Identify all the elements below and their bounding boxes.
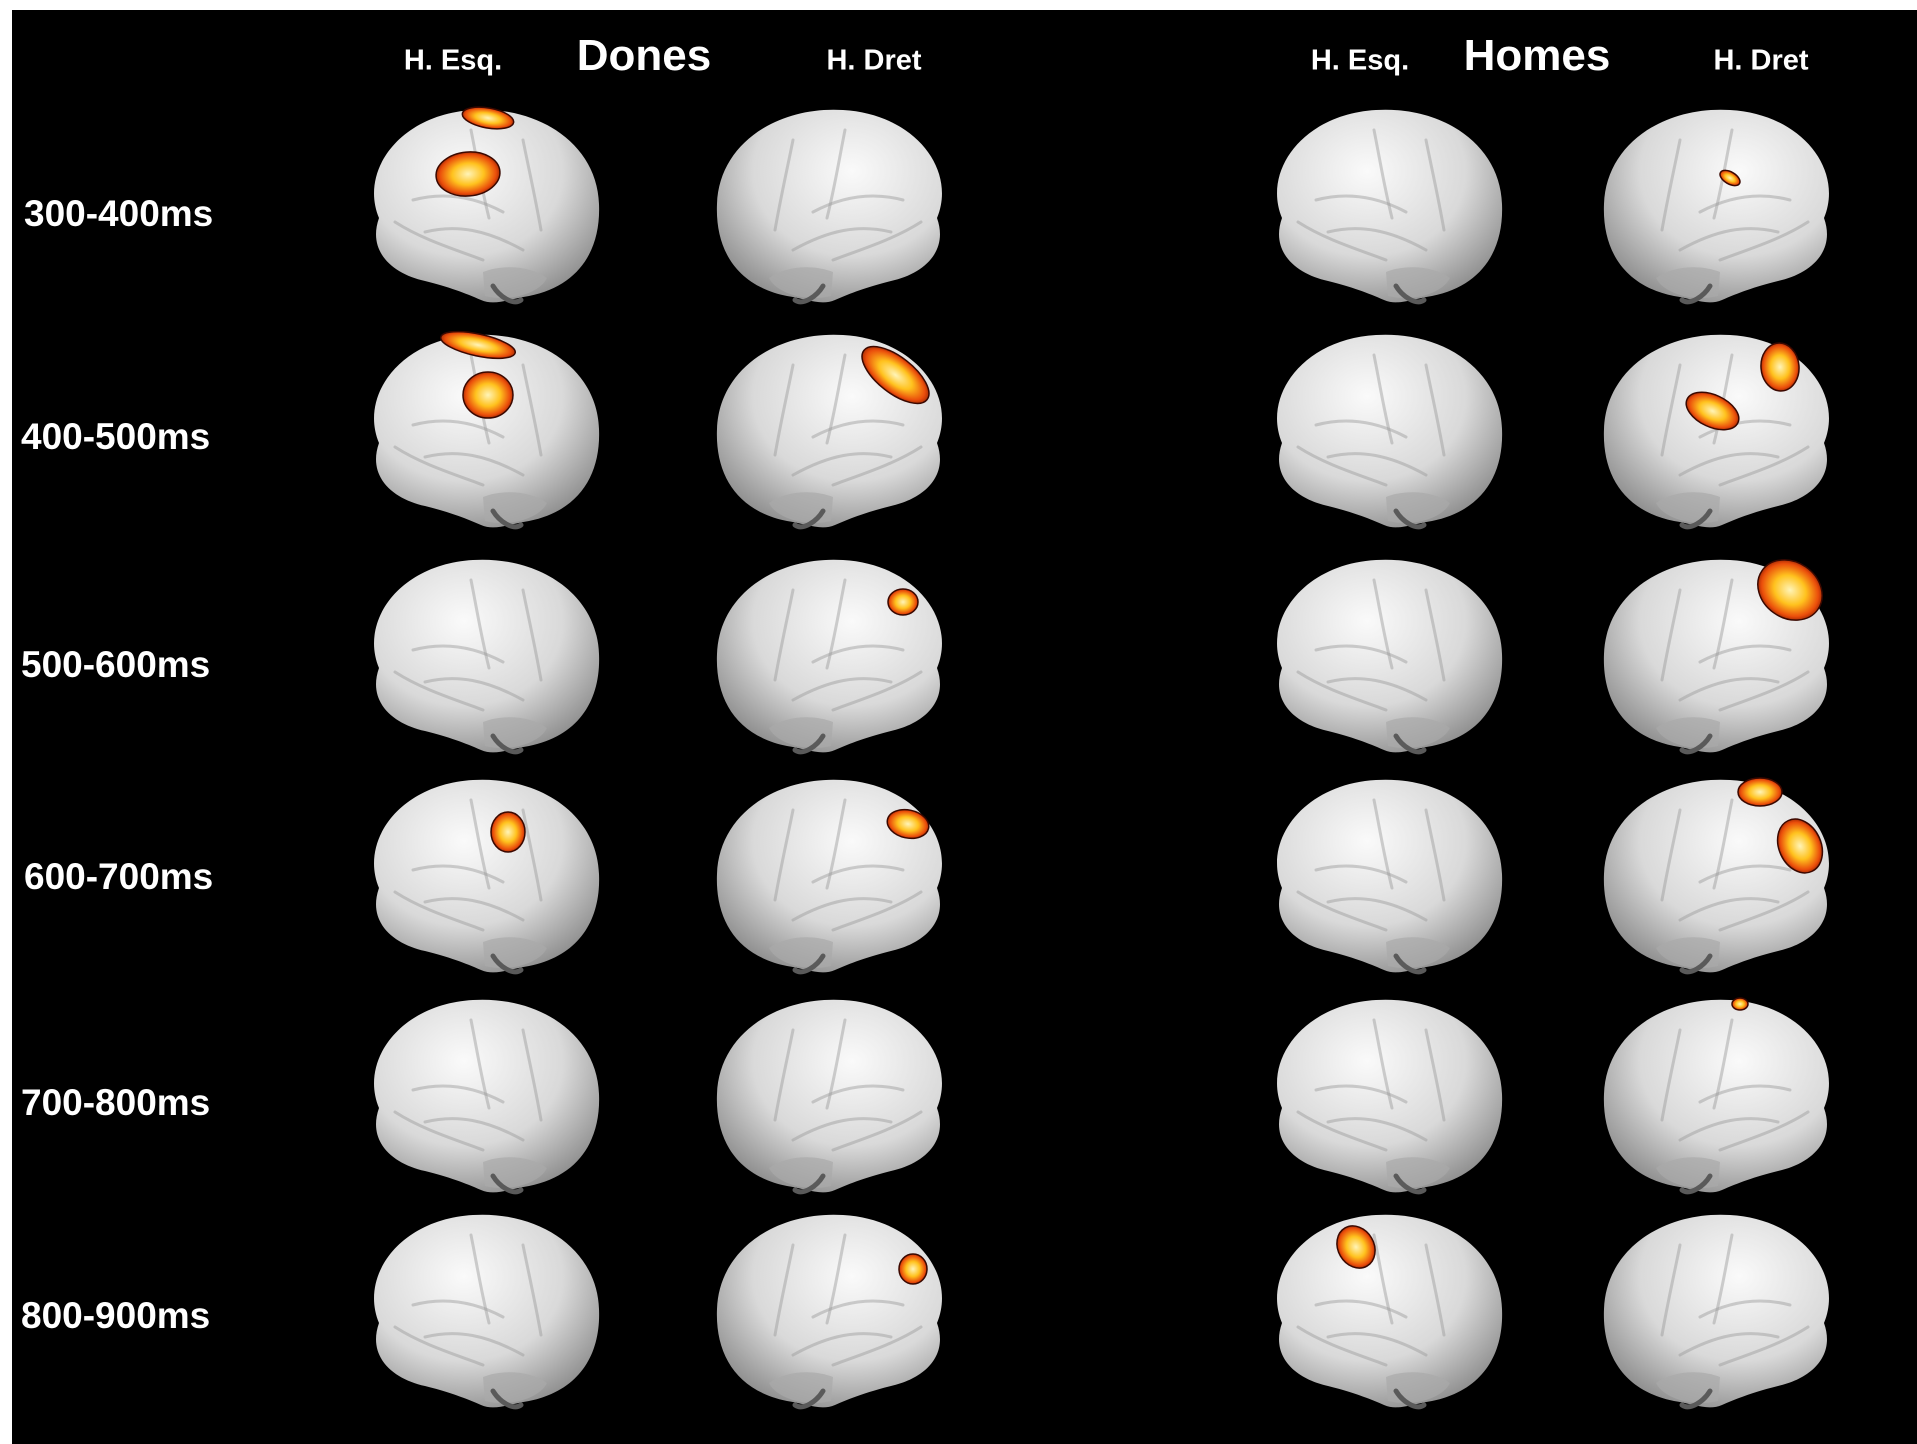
time-window-label: 300-400ms <box>24 193 214 234</box>
activation-blob <box>861 345 930 405</box>
hemisphere-label-homes-left: H. Esq. <box>1310 44 1410 77</box>
brain-activation-figure: Dones Homes H. Esq. H. Dret H. Esq. H. D… <box>12 10 1917 1444</box>
activation-blob <box>435 151 501 197</box>
brain-render-homes-left <box>1277 1214 1503 1410</box>
brain-render-homes-right <box>1603 109 1829 305</box>
brain-render-dones-left <box>374 1214 600 1410</box>
activation-blob <box>1731 997 1749 1011</box>
brain-render-dones-left <box>374 106 600 305</box>
time-window-label: 400-500ms <box>21 416 211 457</box>
time-window-label: 600-700ms <box>24 856 214 897</box>
brain-render-dones-left <box>374 559 600 755</box>
activation-blob <box>1757 559 1823 621</box>
group-title-homes: Homes <box>1463 31 1611 80</box>
brain-render-homes-left <box>1277 109 1503 305</box>
brain-render-homes-left <box>1277 334 1503 530</box>
activation-blob <box>461 106 515 130</box>
brain-render-homes-left <box>1277 559 1503 755</box>
activation-blob <box>440 330 516 360</box>
activation-blob <box>1336 1225 1376 1269</box>
brain-render-dones-left <box>374 999 600 1195</box>
brain-render-homes-right <box>1603 559 1829 755</box>
brain-render-dones-left <box>374 330 600 530</box>
brain-render-dones-right <box>716 779 942 975</box>
activation-blob <box>1719 169 1741 187</box>
time-window-label: 700-800ms <box>21 1082 211 1123</box>
hemisphere-label-homes-right: H. Dret <box>1713 44 1809 77</box>
brain-render-dones-left <box>374 779 600 975</box>
brain-render-homes-right <box>1603 777 1829 975</box>
time-window-label: 500-600ms <box>21 644 211 685</box>
brain-render-homes-left <box>1277 779 1503 975</box>
brain-render-homes-left <box>1277 999 1503 1195</box>
brain-render-homes-right <box>1603 997 1829 1195</box>
activation-blob <box>887 588 919 616</box>
hemisphere-label-dones-left: H. Esq. <box>403 44 503 77</box>
activation-blob <box>886 808 930 840</box>
brain-render-dones-right <box>716 1214 942 1410</box>
activation-blob <box>1760 342 1800 392</box>
activation-blob <box>1685 391 1740 431</box>
activation-blob <box>462 371 514 419</box>
group-title-dones: Dones <box>576 31 712 80</box>
brain-render-dones-right <box>716 559 942 755</box>
activation-blob <box>898 1253 928 1285</box>
brain-render-homes-right <box>1603 1214 1829 1410</box>
activation-blob <box>1776 818 1824 874</box>
brain-render-homes-right <box>1603 334 1829 530</box>
brain-panels <box>374 106 1829 1410</box>
activation-blob <box>490 811 526 853</box>
brain-render-dones-right <box>716 334 942 530</box>
brain-render-dones-right <box>716 999 942 1195</box>
brain-render-dones-right <box>716 109 942 305</box>
activation-blob <box>1737 777 1783 807</box>
time-window-label: 800-900ms <box>21 1295 211 1336</box>
hemisphere-label-dones-right: H. Dret <box>826 44 922 77</box>
